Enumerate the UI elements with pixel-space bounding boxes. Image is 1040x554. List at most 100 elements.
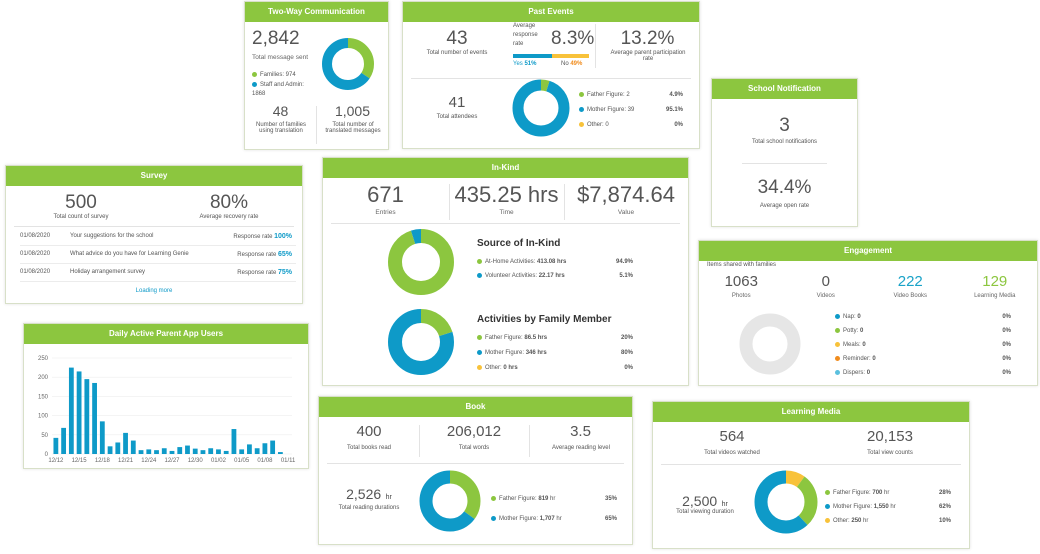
legend-value: 0 — [862, 342, 866, 348]
legend-label: At-Home Activities: — [485, 259, 536, 265]
bar — [185, 445, 190, 454]
bar — [146, 449, 152, 454]
survey-response: Response rate 65% — [237, 246, 292, 264]
legend-label: Meals: — [843, 342, 861, 348]
legend-label: Mother Figure: — [485, 350, 525, 356]
bar — [84, 379, 90, 454]
no-text: No — [561, 61, 569, 67]
bar — [138, 450, 144, 454]
y-tick-label: 200 — [38, 375, 49, 381]
legend-label: Father Figure: — [833, 490, 871, 496]
survey-name: Your suggestions for the school — [70, 233, 154, 239]
total-notifications-label: Total school notifications — [751, 139, 818, 145]
donut-segment — [754, 470, 818, 534]
legend-value: 0 — [866, 370, 871, 376]
legend-label: Father Figure: 2 — [587, 92, 630, 98]
response-rate: 75% — [277, 269, 292, 276]
viewing-duration: 2,500 hr — [653, 493, 757, 511]
time-label: Time — [499, 209, 514, 216]
legend-dot — [491, 515, 496, 521]
bar — [200, 450, 206, 454]
stat-label: Video Books — [893, 293, 928, 299]
total-attendees: 41 — [448, 94, 466, 111]
yes-bar-fill — [513, 54, 552, 58]
y-tick-label: 0 — [45, 452, 49, 458]
survey-response: Response rate 75% — [237, 264, 292, 282]
avg-response: 8.3% — [551, 28, 595, 49]
legend-percent: 0% — [1002, 370, 1011, 376]
card-title: Two-Way Communication — [245, 2, 388, 22]
survey-row[interactable]: 01/08/2020 What advice do you have for Le… — [20, 246, 296, 264]
legend-value: 250 — [851, 518, 862, 524]
learning-media-donut — [754, 470, 818, 534]
learning-media-legend: Father Figure: 700 hr 28% Mother Figure: 1… — [825, 486, 951, 528]
source-donut — [388, 229, 454, 295]
donut-segment — [512, 79, 570, 137]
legend-dot — [579, 121, 584, 127]
bar — [115, 442, 121, 454]
bar — [223, 450, 229, 454]
bar — [169, 450, 175, 454]
daily-active-chart: 0 50 100 150 200 250 12/12 12/15 12/18 12/21 12/24… — [38, 356, 296, 464]
card-title: Survey — [6, 166, 302, 186]
legend-dot — [835, 341, 840, 347]
engagement-donut — [739, 313, 801, 375]
response-label: Response rate — [233, 234, 273, 240]
legend-label: Potty: — [843, 328, 859, 334]
bar — [270, 440, 276, 454]
survey-name: Holiday arrangement survey — [70, 269, 146, 275]
viewing-duration-label: Total viewing duration — [676, 509, 734, 515]
past-events-donut — [512, 79, 570, 137]
survey-row[interactable]: 01/08/2020 Your suggestions for the schoo… — [20, 228, 296, 246]
bar — [99, 421, 105, 454]
legend-dot — [477, 334, 482, 340]
legend-item: Other: 0 0% — [579, 118, 683, 133]
x-tick-label: 12/27 — [164, 458, 180, 464]
legend-value: 0 hrs — [503, 365, 518, 371]
school-notification-card: School Notification 3 Total school notif… — [711, 78, 858, 227]
bar — [154, 450, 159, 454]
legend-dot — [477, 364, 482, 370]
survey-name: What advice do you have for Learning Gen… — [70, 251, 189, 257]
bar — [277, 452, 283, 454]
yes-text: Yes — [513, 61, 523, 67]
legend-item: Mother Figure: 39 95.1% — [579, 103, 683, 118]
legend-label: Dispers: — [843, 370, 866, 376]
two-way-communication-card: Two-Way Communication 2,842 Total messag… — [244, 1, 389, 150]
legend-percent: 5.1% — [619, 273, 633, 279]
inkind-card: In-Kind 671 Entries 435.25 hrs Time $7,8… — [322, 157, 689, 386]
past-events-card: Past Events 43 Total number of events Av… — [402, 1, 700, 149]
legend-label: Mother Figure: — [833, 504, 873, 510]
legend-item: Mother Figure: 1,707 hr 65% — [491, 509, 617, 529]
yes-label: Yes 51% — [513, 61, 536, 67]
card-title: School Notification — [712, 79, 857, 99]
participation-label: Average parent participation rate — [610, 50, 686, 62]
legend-item: Potty: 0 0% — [835, 324, 1011, 338]
books-read: 400 — [356, 423, 382, 440]
stat-label: Photos — [731, 293, 751, 299]
legend-label: Nap: — [843, 314, 856, 320]
loading-more-link[interactable]: Loading more — [135, 288, 173, 294]
value-amount: $7,874.64 — [577, 182, 675, 207]
avg-response-label: Average response rate — [513, 23, 538, 47]
legend-unit: hr — [884, 490, 890, 496]
duration-value: 2,526 — [346, 486, 382, 502]
legend-item: Father Figure: 2 4.9% — [579, 88, 683, 103]
book-legend: Father Figure: 819 hr 35% Mother Figure: 1… — [491, 489, 617, 529]
legend-percent: 35% — [604, 496, 617, 502]
legend-item: Father Figure: 819 hr 35% — [491, 489, 617, 509]
legend-item: Other: 0 hrs 0% — [477, 361, 633, 376]
legend-item: At-Home Activities: 413.08 hrs 94.9% — [477, 255, 633, 269]
legend-percent: 0% — [1002, 356, 1011, 362]
books-read-label: Total books read — [346, 445, 392, 451]
bar — [76, 371, 82, 454]
legend-dot — [825, 517, 830, 523]
legend-dot — [825, 503, 830, 509]
legend-dot — [835, 369, 840, 375]
survey-date: 01/08/2020 — [20, 251, 51, 257]
legend-item: Mother Figure: 346 hrs 80% — [477, 346, 633, 361]
videos-watched-label: Total videos watched — [704, 450, 760, 456]
book-donut — [419, 470, 481, 532]
survey-row[interactable]: 01/08/2020 Holiday arrangement survey Resp… — [20, 264, 296, 282]
card-title: Book — [319, 397, 632, 417]
